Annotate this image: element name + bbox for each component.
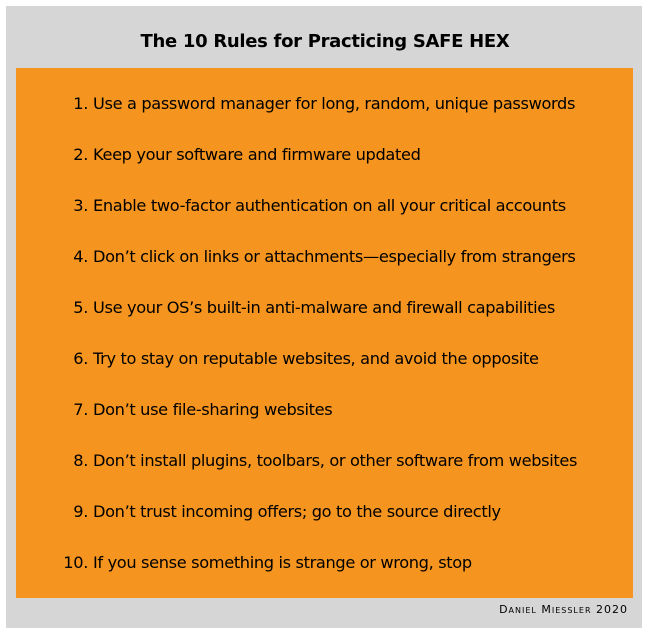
rule-number: 2. bbox=[73, 145, 88, 164]
rule-text: Use a password manager for long, random,… bbox=[93, 94, 576, 113]
rule-number: 8. bbox=[73, 451, 88, 470]
rule-number: 4. bbox=[73, 247, 88, 266]
rule-number: 10. bbox=[63, 553, 88, 572]
rule-number: 7. bbox=[73, 400, 88, 419]
author-credit: Daniel Miessler 2020 bbox=[499, 603, 628, 616]
rule-text: Don’t click on links or attachments—espe… bbox=[93, 247, 576, 266]
rule-number: 1. bbox=[73, 94, 88, 113]
rule-text: Enable two-factor authentication on all … bbox=[93, 196, 566, 215]
rules-panel: 1. Use a password manager for long, rand… bbox=[16, 68, 633, 598]
rule-text: Keep your software and firmware updated bbox=[93, 145, 421, 164]
rule-text: If you sense something is strange or wro… bbox=[93, 553, 472, 572]
rule-number: 5. bbox=[73, 298, 88, 317]
rule-number: 3. bbox=[73, 196, 88, 215]
rule-text: Don’t trust incoming offers; go to the s… bbox=[93, 502, 501, 521]
rule-number: 6. bbox=[73, 349, 88, 368]
page-title: The 10 Rules for Practicing SAFE HEX bbox=[140, 31, 510, 52]
rule-text: Try to stay on reputable websites, and a… bbox=[93, 349, 539, 368]
rule-text: Don’t install plugins, toolbars, or othe… bbox=[93, 451, 578, 470]
rule-text: Don’t use file-sharing websites bbox=[93, 400, 333, 419]
rule-text: Use your OS’s built-in anti-malware and … bbox=[93, 298, 555, 317]
rule-number: 9. bbox=[73, 502, 88, 521]
